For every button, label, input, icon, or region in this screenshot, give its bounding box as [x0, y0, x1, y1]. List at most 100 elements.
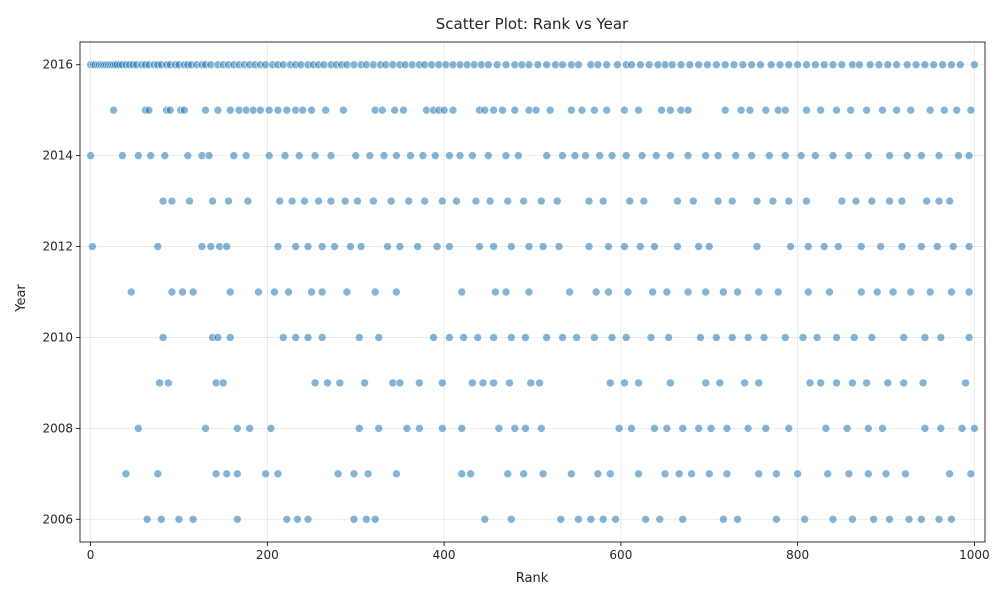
- data-point: [920, 60, 930, 70]
- data-point: [954, 151, 963, 160]
- data-point: [878, 424, 887, 433]
- data-point: [828, 151, 838, 160]
- data-point: [851, 196, 861, 206]
- data-point: [406, 151, 415, 160]
- data-point: [445, 151, 454, 160]
- data-point: [756, 60, 765, 70]
- data-point: [607, 151, 617, 160]
- data-point: [773, 287, 783, 297]
- data-point: [255, 105, 265, 115]
- data-point: [340, 196, 350, 206]
- data-point: [174, 514, 184, 524]
- data-point: [185, 196, 194, 206]
- data-point: [627, 424, 636, 433]
- data-point: [862, 105, 871, 115]
- data-point: [402, 424, 412, 433]
- data-point: [897, 242, 907, 251]
- data-point: [188, 514, 198, 524]
- data-point: [492, 60, 502, 70]
- data-point: [701, 287, 711, 297]
- data-point: [351, 151, 361, 160]
- data-point: [673, 196, 682, 206]
- data-point: [307, 105, 316, 115]
- data-point: [326, 196, 336, 206]
- data-point: [802, 60, 811, 70]
- data-point: [570, 151, 580, 160]
- data-point: [821, 424, 831, 433]
- data-point: [938, 60, 947, 70]
- data-point: [920, 333, 930, 342]
- data-point: [729, 60, 739, 70]
- data-point: [362, 514, 371, 524]
- data-point: [278, 333, 288, 342]
- data-point: [229, 151, 239, 160]
- data-point: [204, 151, 214, 160]
- data-point: [694, 60, 703, 70]
- data-point: [666, 151, 675, 160]
- data-point: [655, 514, 665, 524]
- data-point: [264, 151, 274, 160]
- data-point: [142, 514, 152, 524]
- data-point: [936, 333, 946, 342]
- data-point: [832, 333, 841, 342]
- data-point: [897, 196, 907, 206]
- data-point: [660, 469, 670, 479]
- data-point: [885, 514, 894, 524]
- data-point: [666, 378, 675, 388]
- data-point: [432, 242, 442, 251]
- data-point: [704, 469, 714, 479]
- data-point: [621, 333, 631, 342]
- data-point: [747, 60, 756, 70]
- data-point: [459, 333, 468, 342]
- data-point: [713, 196, 723, 206]
- data-point: [727, 333, 737, 342]
- data-point: [759, 333, 769, 342]
- data-point: [317, 287, 327, 297]
- plot-frame: [79, 41, 986, 543]
- data-point: [164, 378, 173, 388]
- data-point: [634, 378, 643, 388]
- data-point: [386, 196, 396, 206]
- data-point: [602, 60, 612, 70]
- data-point: [793, 469, 802, 479]
- data-point: [86, 151, 95, 160]
- data-point: [738, 60, 748, 70]
- data-point: [211, 469, 221, 479]
- data-point: [188, 287, 198, 297]
- data-point: [761, 424, 771, 433]
- data-point: [639, 196, 649, 206]
- data-point: [590, 333, 599, 342]
- data-point: [374, 424, 384, 433]
- data-point: [206, 242, 216, 251]
- data-point: [696, 333, 705, 342]
- data-point: [245, 424, 254, 433]
- data-point: [613, 60, 622, 70]
- data-point: [876, 242, 886, 251]
- data-point: [552, 196, 562, 206]
- data-point: [395, 242, 405, 251]
- data-point: [291, 242, 300, 251]
- data-point: [780, 151, 790, 160]
- data-point: [768, 196, 778, 206]
- data-point: [524, 287, 534, 297]
- data-point: [719, 287, 728, 297]
- data-point: [752, 196, 762, 206]
- data-point: [466, 469, 475, 479]
- data-point: [740, 378, 749, 388]
- data-point: [881, 469, 891, 479]
- data-point: [222, 469, 232, 479]
- data-point: [784, 196, 794, 206]
- data-point: [883, 60, 893, 70]
- data-point: [282, 105, 292, 115]
- data-point: [805, 378, 815, 388]
- data-point: [780, 333, 790, 342]
- data-point: [602, 105, 612, 115]
- data-point: [948, 242, 958, 251]
- y-tick-label: 2010: [42, 330, 73, 344]
- data-point: [524, 242, 534, 251]
- y-tick-label: 2008: [42, 421, 73, 435]
- data-point: [678, 424, 688, 433]
- data-point: [816, 105, 825, 115]
- data-point: [747, 151, 756, 160]
- data-point: [346, 242, 355, 251]
